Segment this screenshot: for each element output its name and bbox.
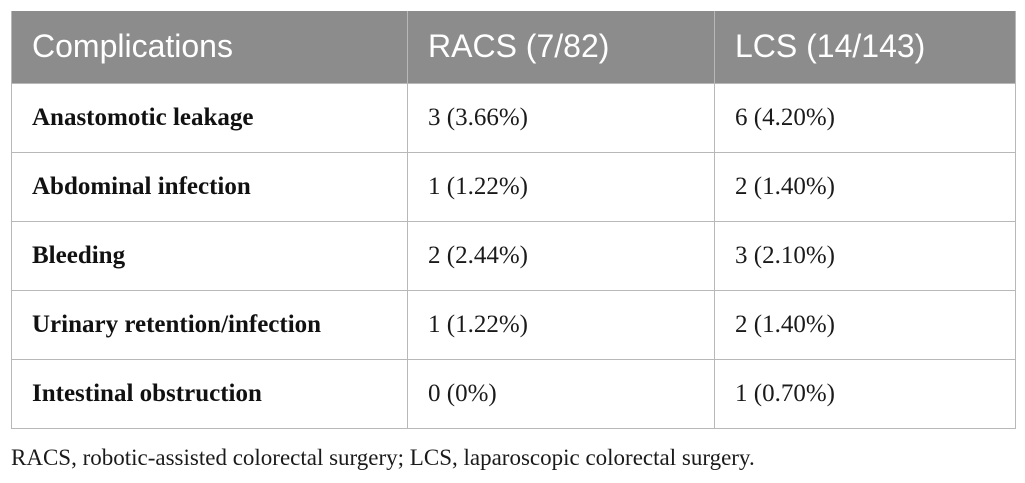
table-body: Anastomotic leakage 3 (3.66%) 6 (4.20%) … [11,82,1016,429]
header-lcs: LCS (14/143) [714,11,1016,84]
table-row: Urinary retention/infection 1 (1.22%) 2 … [11,289,1016,360]
row-label: Urinary retention/infection [11,289,408,360]
lcs-value: 2 (1.40%) [714,151,1016,222]
lcs-value: 6 (4.20%) [714,82,1016,153]
racs-value: 0 (0%) [407,358,715,429]
complications-table: Complications RACS (7/82) LCS (14/143) A… [11,11,1016,429]
table-header: Complications RACS (7/82) LCS (14/143) [11,11,1016,84]
lcs-value: 2 (1.40%) [714,289,1016,360]
table-row: Anastomotic leakage 3 (3.66%) 6 (4.20%) [11,82,1016,153]
header-complications: Complications [11,11,408,84]
racs-value: 3 (3.66%) [407,82,715,153]
row-label: Abdominal infection [11,151,408,222]
header-racs: RACS (7/82) [407,11,715,84]
lcs-value: 1 (0.70%) [714,358,1016,429]
lcs-value: 3 (2.10%) [714,220,1016,291]
table-row: Bleeding 2 (2.44%) 3 (2.10%) [11,220,1016,291]
row-label: Intestinal obstruction [11,358,408,429]
table-footnote: RACS, robotic-assisted colorectal surger… [11,445,755,470]
table-row: Intestinal obstruction 0 (0%) 1 (0.70%) [11,358,1016,429]
racs-value: 1 (1.22%) [407,289,715,360]
racs-value: 2 (2.44%) [407,220,715,291]
row-label: Bleeding [11,220,408,291]
racs-value: 1 (1.22%) [407,151,715,222]
complications-table-container: Complications RACS (7/82) LCS (14/143) A… [11,11,1016,429]
header-row: Complications RACS (7/82) LCS (14/143) [11,11,1016,84]
table-row: Abdominal infection 1 (1.22%) 2 (1.40%) [11,151,1016,222]
row-label: Anastomotic leakage [11,82,408,153]
